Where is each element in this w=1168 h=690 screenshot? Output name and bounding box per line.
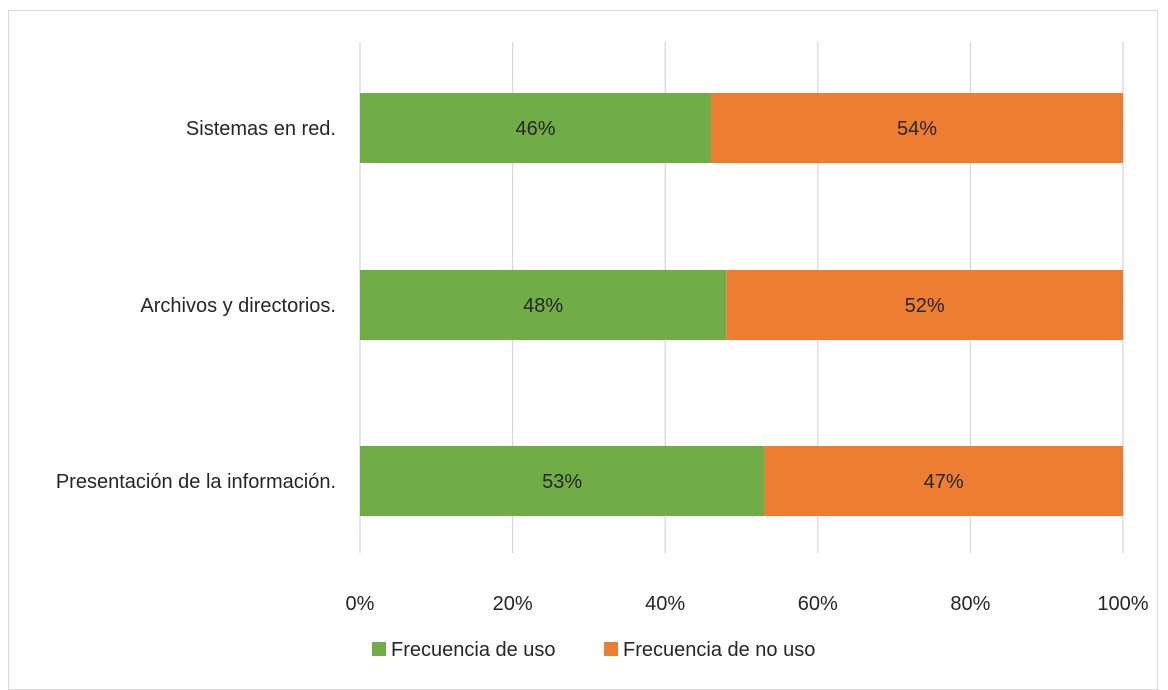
bar-segment-no-uso-2 (764, 446, 1123, 516)
bars (360, 93, 1123, 516)
category-labels: Sistemas en red. Archivos y directorios. P… (56, 118, 336, 493)
legend-label: Frecuencia de uso (391, 639, 556, 661)
bar-segment-no-uso-0 (710, 93, 1123, 163)
category-label: Archivos y directorios. (140, 295, 336, 317)
data-label: 48% (523, 295, 563, 317)
legend-label: Frecuencia de no uso (623, 639, 815, 661)
data-label: 53% (542, 471, 582, 493)
x-tick-label: 0% (346, 593, 375, 615)
data-label: 46% (515, 118, 555, 140)
x-axis-ticks: 0% 20% 40% 60% 80% 100% (346, 593, 1149, 615)
legend: Frecuencia de uso Frecuencia de no uso (372, 639, 815, 661)
data-labels: 46% 54% 48% 52% 53% 47% (515, 118, 963, 493)
data-label: 47% (924, 471, 964, 493)
x-tick-label: 40% (645, 593, 685, 615)
x-tick-label: 60% (798, 593, 838, 615)
bar-segment-uso-2 (360, 446, 765, 516)
bar-segment-no-uso-1 (726, 270, 1123, 340)
data-label: 54% (897, 118, 937, 140)
category-label: Presentación de la información. (56, 471, 336, 493)
bar-segment-uso-1 (360, 270, 727, 340)
legend-swatch (604, 642, 618, 656)
x-tick-label: 20% (493, 593, 533, 615)
x-tick-label: 80% (950, 593, 990, 615)
bar-segment-uso-0 (360, 93, 711, 163)
legend-swatch (372, 642, 386, 656)
category-label: Sistemas en red. (186, 118, 336, 140)
x-tick-label: 100% (1097, 593, 1148, 615)
data-label: 52% (905, 295, 945, 317)
